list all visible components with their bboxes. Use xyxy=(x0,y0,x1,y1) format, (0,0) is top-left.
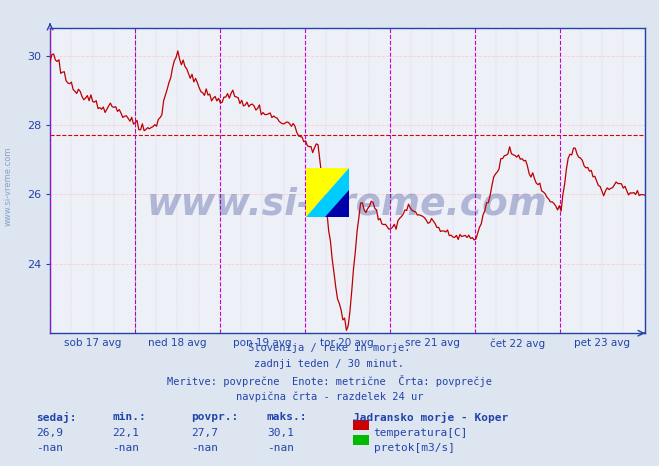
Text: 27,7: 27,7 xyxy=(191,428,218,438)
Text: -nan: -nan xyxy=(36,443,63,452)
Text: min.:: min.: xyxy=(112,412,146,422)
Polygon shape xyxy=(325,190,349,217)
Text: povpr.:: povpr.: xyxy=(191,412,239,422)
Text: -nan: -nan xyxy=(267,443,294,452)
Text: pretok[m3/s]: pretok[m3/s] xyxy=(374,443,455,453)
Text: Jadransko morje - Koper: Jadransko morje - Koper xyxy=(353,412,508,424)
Text: -nan: -nan xyxy=(112,443,139,452)
Text: -nan: -nan xyxy=(191,443,218,452)
Polygon shape xyxy=(306,168,349,217)
Text: temperatura[C]: temperatura[C] xyxy=(374,428,468,438)
Text: www.si-vreme.com: www.si-vreme.com xyxy=(147,187,548,223)
Text: 30,1: 30,1 xyxy=(267,428,294,438)
Text: www.si-vreme.com: www.si-vreme.com xyxy=(3,147,13,226)
Text: Slovenija / reke in morje.: Slovenija / reke in morje. xyxy=(248,343,411,352)
Text: navpična črta - razdelek 24 ur: navpična črta - razdelek 24 ur xyxy=(236,391,423,402)
Polygon shape xyxy=(306,168,349,217)
Text: Meritve: povprečne  Enote: metrične  Črta: povprečje: Meritve: povprečne Enote: metrične Črta:… xyxy=(167,375,492,387)
Text: 22,1: 22,1 xyxy=(112,428,139,438)
Text: maks.:: maks.: xyxy=(267,412,307,422)
Text: 26,9: 26,9 xyxy=(36,428,63,438)
Text: sedaj:: sedaj: xyxy=(36,412,76,424)
Text: zadnji teden / 30 minut.: zadnji teden / 30 minut. xyxy=(254,359,405,369)
